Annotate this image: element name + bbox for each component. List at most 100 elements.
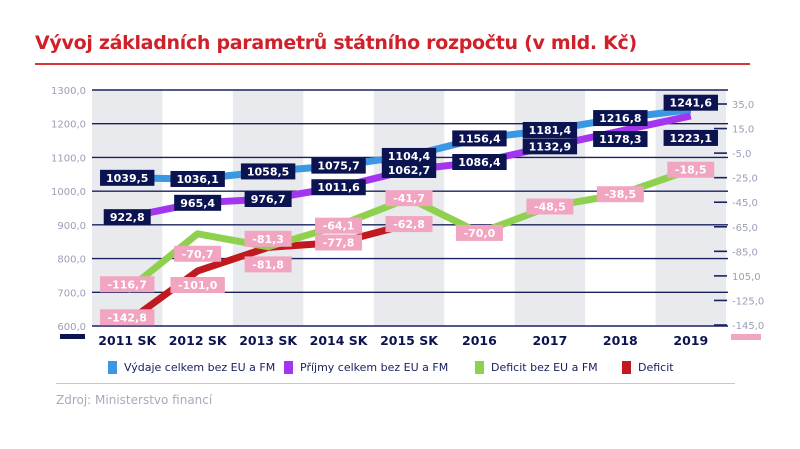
data-label-box: [174, 194, 222, 211]
data-label: -38,5: [604, 188, 636, 201]
data-label: 1104,4: [388, 150, 431, 163]
data-label-box: [452, 130, 507, 147]
data-label-box: [593, 110, 648, 127]
legend-item-prijmy: Příjmy celkem bez EU a FM: [284, 361, 448, 374]
data-label-box: [100, 169, 155, 186]
right-axis-tick-label: -25,0: [732, 174, 758, 185]
data-label: 1036,1: [176, 173, 218, 186]
left-axis-tick-label: 1100,0: [51, 153, 86, 164]
legend-label: Deficit bez EU a FM: [491, 361, 598, 374]
data-label-box: [315, 217, 363, 234]
right-axis-tick-label: -125,0: [732, 296, 764, 307]
left-axis-tick-label: 700,0: [57, 288, 86, 299]
legend-swatch: [622, 361, 631, 374]
right-axis-tick-label: -85,0: [732, 247, 758, 258]
right-axis-marker: [731, 334, 761, 340]
data-label: 1156,4: [458, 132, 501, 145]
data-label-box: [522, 121, 578, 138]
data-label: -142,8: [108, 311, 147, 324]
data-label-box: [244, 190, 292, 207]
legend-label: Příjmy celkem bez EU a FM: [300, 361, 449, 374]
right-axis-tick-label: 35,0: [732, 100, 754, 111]
data-label-box: [663, 94, 718, 111]
data-label-box: [593, 131, 648, 148]
data-label-box: [315, 234, 363, 251]
data-label-box: [100, 276, 155, 293]
column-band: [655, 90, 726, 326]
x-axis-tick-label: 2011 SK: [98, 333, 157, 348]
title-divider: [35, 63, 750, 65]
data-label-box: [455, 224, 503, 241]
data-label: 1011,6: [317, 181, 360, 194]
data-label-box: [170, 170, 225, 187]
x-axis-tick-label: 2014 SK: [310, 333, 369, 348]
data-label: 922,8: [110, 211, 145, 224]
data-label: -70,0: [464, 227, 496, 240]
data-label: -81,3: [252, 233, 284, 246]
data-label-box: [452, 154, 507, 171]
data-label: 1241,6: [670, 97, 713, 110]
data-label: 1062,7: [388, 164, 430, 177]
legend-swatch: [108, 361, 117, 374]
data-label: 1039,5: [106, 172, 148, 185]
right-axis-tick-label: 105,0: [732, 272, 761, 283]
data-label-box: [170, 276, 225, 293]
data-label: -18,5: [675, 164, 707, 177]
data-label: -101,0: [178, 279, 218, 292]
right-axis-tick-label: -145,0: [732, 321, 764, 332]
data-label-box: [596, 186, 644, 203]
data-label-box: [381, 162, 437, 179]
data-label: -81,8: [252, 258, 284, 271]
data-label-box: [522, 138, 578, 155]
legend-swatch: [475, 361, 484, 374]
data-label: 1181,4: [529, 124, 572, 137]
data-label: 1058,5: [247, 165, 289, 178]
left-axis-tick-label: 1000,0: [51, 187, 86, 198]
data-label: 1223,1: [670, 132, 712, 145]
data-label-box: [103, 209, 151, 226]
data-label-box: [526, 198, 574, 215]
x-axis-tick-label: 2018: [603, 333, 638, 348]
data-label: 965,4: [180, 197, 215, 210]
legend-label: Deficit: [638, 361, 674, 374]
data-label: 1132,9: [529, 140, 571, 153]
legend-item-deficit-bez-eu: Deficit bez EU a FM: [475, 361, 598, 374]
data-label-box: [244, 256, 292, 273]
data-label: -70,7: [182, 248, 214, 261]
x-axis-tick-label: 2017: [532, 333, 567, 348]
data-label: -64,1: [323, 220, 355, 233]
x-axis-tick-label: 2012 SK: [169, 333, 228, 348]
data-label: -77,8: [323, 236, 355, 249]
data-label: 1178,3: [599, 133, 641, 146]
x-axis-tick-label: 2019: [673, 333, 708, 348]
x-axis-tick-label: 2016: [462, 333, 497, 348]
legend-item-vydaje: Výdaje celkem bez EU a FM: [108, 361, 275, 374]
data-label-box: [667, 161, 715, 178]
data-label: -48,5: [534, 201, 566, 214]
legend-swatch: [284, 361, 293, 374]
left-axis-tick-label: 800,0: [57, 255, 86, 266]
data-label-box: [311, 179, 366, 196]
data-label: 976,7: [251, 193, 286, 206]
chart-title: Vývoj základních parametrů státního rozp…: [35, 32, 637, 54]
data-label: 1075,7: [317, 160, 359, 173]
data-label: -62,8: [393, 218, 425, 231]
left-axis-tick-label: 1200,0: [51, 120, 86, 131]
right-axis-tick-label: -45,0: [732, 198, 758, 209]
data-label-box: [663, 129, 718, 146]
legend-item-deficit: Deficit: [622, 361, 674, 374]
left-axis-tick-label: 900,0: [57, 221, 86, 232]
data-label-box: [385, 216, 433, 233]
source-note: Zdroj: Ministerstvo financí: [56, 393, 213, 407]
source-divider: [56, 383, 735, 384]
data-label: 1086,4: [458, 156, 501, 169]
left-axis-marker: [60, 334, 85, 339]
data-label: 1216,8: [599, 112, 641, 125]
data-label: -41,7: [393, 192, 425, 205]
data-label-box: [381, 147, 437, 164]
data-label-box: [174, 245, 222, 262]
data-label: -116,7: [108, 278, 147, 291]
right-axis-tick-label: -65,0: [732, 223, 758, 234]
